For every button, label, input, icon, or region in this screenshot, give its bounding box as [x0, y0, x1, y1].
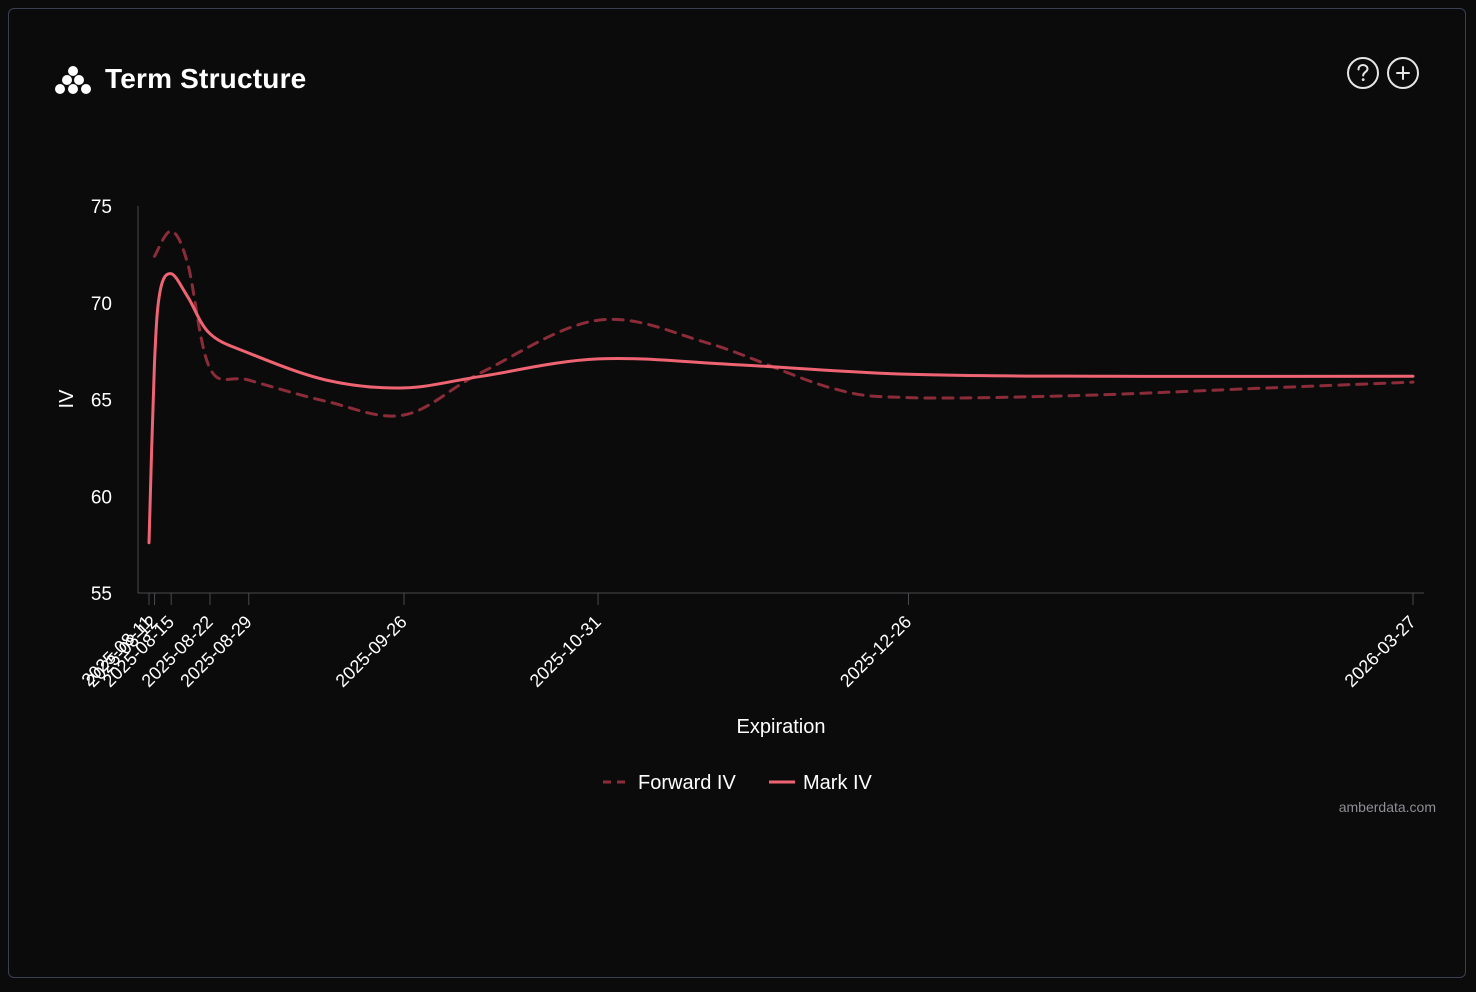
add-button[interactable]	[1387, 57, 1419, 89]
x-axis-title: Expiration	[737, 716, 826, 738]
y-tick-label: 55	[91, 584, 112, 605]
watermark: amberdata.com	[1338, 799, 1436, 815]
x-tick-label: 2025-09-26	[332, 612, 411, 691]
amberdata-logo-icon	[55, 66, 91, 94]
y-axis-title: IV	[56, 389, 78, 409]
page-title: Term Structure	[105, 63, 307, 94]
legend-label: Mark IV	[803, 772, 873, 794]
y-tick-label: 60	[91, 487, 112, 508]
term-structure-panel: Term Structure	[8, 8, 1466, 978]
x-tick-label: 2026-03-27	[1341, 612, 1420, 691]
header-actions	[1347, 57, 1419, 89]
legend-label: Forward IV	[638, 772, 736, 794]
panel-header: Term Structure	[53, 59, 306, 99]
y-tick-label: 65	[91, 391, 112, 412]
y-tick-label: 75	[91, 197, 112, 218]
question-circle-icon	[1357, 63, 1369, 81]
help-button[interactable]	[1347, 57, 1379, 89]
y-tick-label: 70	[91, 294, 112, 315]
plus-circle-icon	[1396, 66, 1410, 80]
x-tick-label: 2025-12-26	[836, 612, 915, 691]
x-tick-label: 2025-10-31	[526, 612, 605, 691]
series-line-mark-iv	[147, 272, 1415, 545]
series-line-forward-iv	[153, 229, 1415, 418]
